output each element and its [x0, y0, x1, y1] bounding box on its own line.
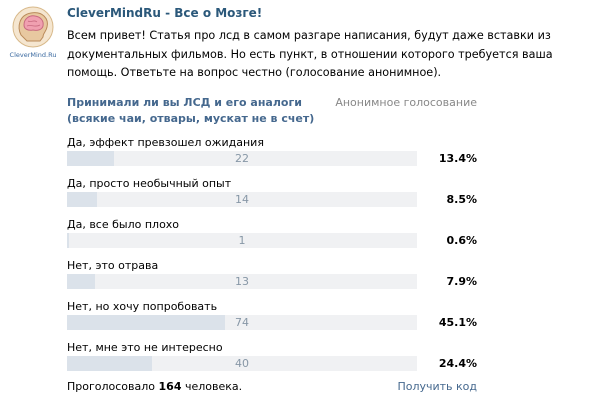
poll-option-label: Нет, это отрава	[67, 259, 159, 272]
poll-option-fill	[67, 151, 114, 166]
poll-option-count: 74	[235, 316, 249, 329]
poll-option-fill	[67, 356, 153, 371]
brain-head-icon	[12, 6, 54, 48]
voted-count: 164	[158, 380, 182, 393]
poll-option-bar: 74	[67, 315, 417, 330]
post-text: Всем привет! Статья про лсд в самом разг…	[67, 29, 553, 79]
get-code-link[interactable]: Получить код	[397, 380, 477, 393]
poll-option-label: Да, эффект превзошел ожидания	[67, 136, 264, 149]
poll-option-label: Да, все было плохо	[67, 218, 180, 231]
poll-option-fill	[67, 274, 95, 289]
voted-suffix: человека.	[185, 380, 243, 393]
poll-option-fill	[67, 315, 225, 330]
poll-option[interactable]: Нет, но хочу попробовать 74 45.1%	[67, 300, 477, 340]
poll-option-percent: 0.6%	[446, 234, 477, 247]
poll-option-percent: 45.1%	[438, 316, 477, 329]
poll-option[interactable]: Нет, мне это не интересно 40 24.4%	[67, 341, 477, 381]
poll-voted-total: Проголосовало 164 человека.	[67, 380, 242, 393]
poll-option-fill	[67, 233, 70, 248]
poll-option-label: Да, просто необычный опыт	[67, 177, 232, 190]
poll-option-percent: 24.4%	[438, 357, 477, 370]
poll-option-label: Нет, но хочу попробовать	[67, 300, 218, 313]
poll-option-label: Нет, мне это не интересно	[67, 341, 223, 354]
poll-option-fill	[67, 192, 97, 207]
post-author[interactable]: CleverMindRu - Все о Мозге!	[67, 6, 263, 20]
poll-option-bar: 1	[67, 233, 417, 248]
poll-option[interactable]: Нет, это отрава 13 7.9%	[67, 259, 477, 299]
avatar-caption: CleverMind.Ru	[9, 51, 57, 59]
poll-option[interactable]: Да, эффект превзошел ожидания 22 13.4%	[67, 136, 477, 176]
poll-option-percent: 13.4%	[438, 152, 477, 165]
poll-option-percent: 7.9%	[446, 275, 477, 288]
poll-option-bar: 22	[67, 151, 417, 166]
poll-option-bar: 40	[67, 356, 417, 371]
poll-option[interactable]: Да, все было плохо 1 0.6%	[67, 218, 477, 258]
poll-option-count: 1	[238, 234, 246, 247]
poll-type: Анонимное голосование	[335, 96, 477, 109]
avatar[interactable]: CleverMind.Ru	[7, 5, 59, 59]
poll-option-count: 14	[235, 193, 249, 206]
poll-option-count: 22	[235, 152, 249, 165]
poll-option-count: 13	[235, 275, 249, 288]
poll-option-count: 40	[235, 357, 249, 370]
poll-option-bar: 14	[67, 192, 417, 207]
poll-option-bar: 13	[67, 274, 417, 289]
poll-option[interactable]: Да, просто необычный опыт 14 8.5%	[67, 177, 477, 217]
voted-prefix: Проголосовало	[67, 380, 156, 393]
poll-option-percent: 8.5%	[446, 193, 477, 206]
poll-question: Принимали ли вы ЛСД и его аналоги (всяки…	[67, 96, 315, 125]
